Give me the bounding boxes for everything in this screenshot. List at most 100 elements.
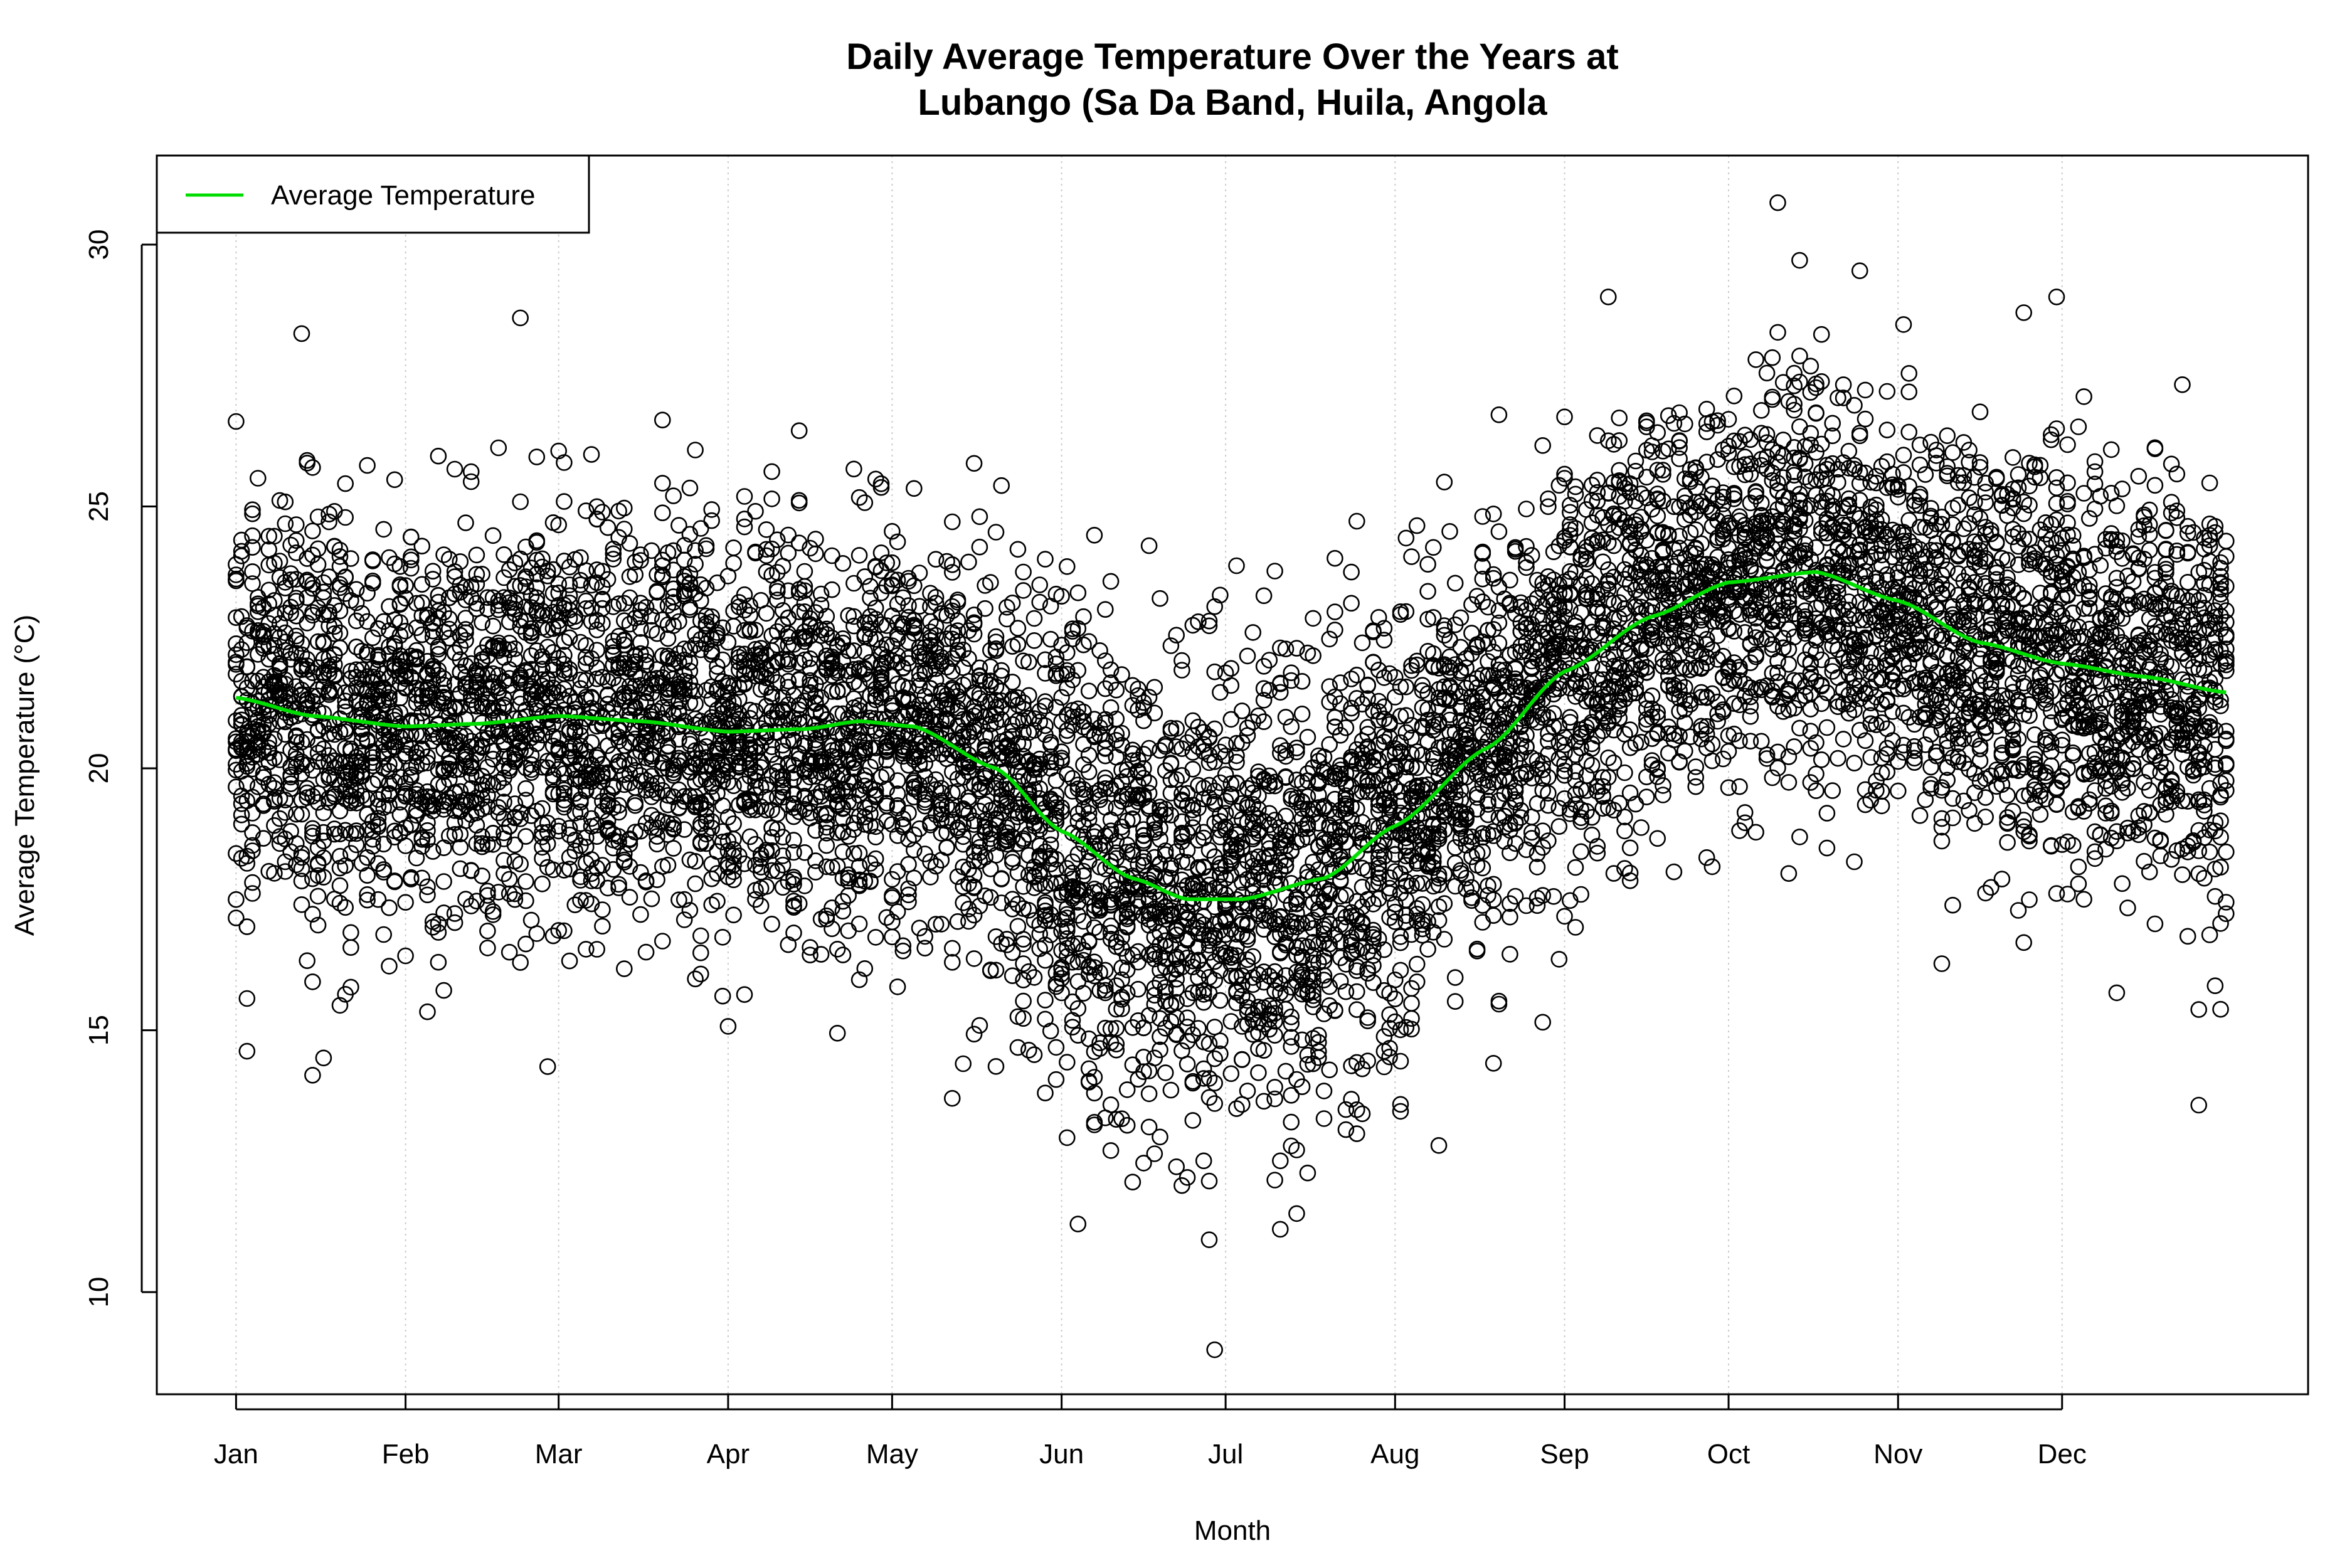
- data-point: [320, 513, 337, 531]
- data-point: [2097, 840, 2114, 858]
- data-point: [1408, 652, 1426, 670]
- data-point: [1348, 958, 1365, 975]
- data-point: [1791, 347, 1808, 364]
- data-point: [2108, 569, 2126, 587]
- data-point: [1665, 863, 1683, 881]
- data-point: [834, 946, 852, 963]
- data-point: [484, 906, 502, 923]
- data-point: [1802, 358, 1820, 375]
- data-point: [1168, 980, 1185, 997]
- data-point: [845, 460, 862, 478]
- data-point: [1971, 650, 1989, 667]
- data-point: [856, 960, 874, 977]
- data-point: [1971, 677, 1989, 694]
- data-point: [277, 863, 294, 880]
- data-point: [955, 641, 972, 659]
- data-point: [1146, 679, 1163, 696]
- data-point: [1293, 706, 1311, 723]
- data-point: [299, 952, 316, 969]
- data-point: [1173, 1177, 1190, 1194]
- data-point: [1808, 765, 1825, 783]
- data-point: [627, 794, 644, 812]
- data-point: [900, 893, 917, 911]
- data-point: [1818, 719, 1836, 736]
- data-point: [2190, 1096, 2207, 1114]
- data-point: [1102, 674, 1120, 691]
- data-point: [1261, 840, 1278, 857]
- data-point: [796, 563, 813, 580]
- data-point: [1621, 564, 1639, 581]
- data-point: [790, 895, 808, 912]
- data-point: [1250, 1064, 1267, 1081]
- data-point: [1047, 1071, 1065, 1088]
- data-point: [1337, 1101, 1355, 1118]
- data-point: [725, 906, 742, 924]
- data-point: [719, 568, 737, 585]
- data-point: [1299, 1164, 1316, 1182]
- data-point: [884, 928, 901, 946]
- data-point: [1955, 792, 1973, 810]
- data-point: [1387, 689, 1404, 706]
- data-point: [1255, 1093, 1273, 1110]
- data-point: [1200, 944, 1218, 961]
- data-point: [337, 475, 354, 492]
- data-point: [1545, 681, 1562, 698]
- data-point: [347, 581, 365, 598]
- data-point: [1818, 839, 1836, 857]
- data-point: [1348, 512, 1365, 530]
- data-point: [517, 873, 534, 890]
- data-point: [233, 608, 250, 625]
- data-point: [1075, 781, 1092, 798]
- data-point: [922, 776, 939, 793]
- data-point: [911, 919, 928, 936]
- data-point: [1069, 584, 1087, 601]
- data-point: [419, 886, 436, 904]
- data-point: [862, 590, 879, 607]
- data-point: [2114, 875, 2131, 893]
- data-point: [1222, 677, 1240, 694]
- data-point: [1857, 381, 1874, 399]
- data-point: [1195, 993, 1212, 1011]
- data-point: [1069, 973, 1087, 990]
- data-point: [282, 571, 299, 588]
- data-point: [1693, 535, 1710, 553]
- data-point: [1895, 704, 1912, 722]
- data-point: [1140, 798, 1158, 815]
- data-point: [369, 891, 387, 908]
- data-point: [1567, 478, 1584, 495]
- data-point: [435, 904, 452, 921]
- data-point: [1075, 608, 1092, 625]
- data-point: [1802, 384, 1820, 401]
- data-point: [982, 574, 999, 591]
- data-point: [1037, 1010, 1054, 1028]
- data-point: [1113, 666, 1130, 683]
- data-point: [1255, 587, 1273, 605]
- data-point: [889, 595, 906, 613]
- data-point: [1780, 865, 1798, 882]
- data-point: [1315, 1110, 1333, 1127]
- data-point: [1764, 349, 1781, 366]
- data-point: [790, 492, 808, 509]
- data-point: [894, 942, 912, 960]
- data-point: [1939, 530, 1956, 547]
- data-point: [495, 546, 512, 563]
- data-point: [2010, 902, 2027, 919]
- data-point: [1359, 862, 1376, 879]
- data-point: [703, 896, 720, 913]
- data-point: [1283, 1137, 1300, 1155]
- data-point: [277, 515, 294, 532]
- data-point: [479, 887, 496, 904]
- data-point: [1572, 886, 1589, 903]
- data-point: [342, 550, 359, 567]
- data-point: [944, 602, 961, 620]
- data-point: [1419, 941, 1436, 958]
- data-point: [506, 795, 524, 812]
- data-point: [342, 939, 359, 956]
- data-point: [534, 850, 551, 867]
- chart-title-line-1: Daily Average Temperature Over the Years…: [846, 36, 1619, 77]
- data-point: [1747, 351, 1764, 368]
- data-point: [741, 709, 759, 727]
- data-point: [1222, 1065, 1240, 1083]
- data-point: [670, 613, 687, 630]
- data-point: [840, 922, 857, 940]
